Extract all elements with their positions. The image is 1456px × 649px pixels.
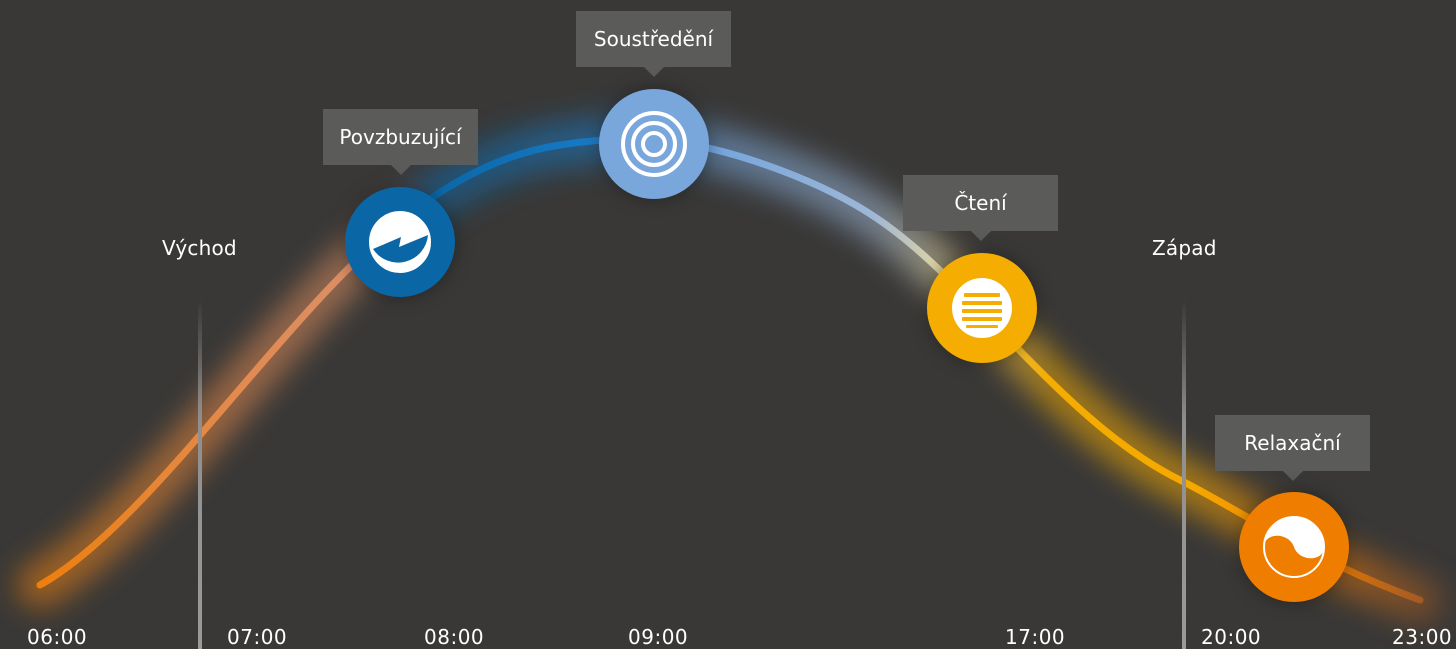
mode-button-relax[interactable] [1239,492,1349,602]
energize-icon [369,211,431,273]
read-icon [952,278,1012,338]
mode-label-concentrate: Soustředění [593,27,714,51]
mode-tooltip-relax: Relaxační [1215,415,1370,481]
mode-button-read[interactable] [927,253,1037,363]
time-label: 23:00 [1392,625,1453,649]
mode-tooltip-concentrate: Soustředění [576,11,731,77]
sunrise-label: Východ [162,236,237,260]
time-label: 07:00 [227,625,288,649]
mode-tooltip-read: Čtení [903,175,1058,241]
relax-icon [1263,516,1325,578]
time-label: 08:00 [424,625,485,649]
sunset-label: Západ [1152,236,1217,260]
mode-tooltip-energize: Povzbuzující [323,109,478,175]
mode-label-read: Čtení [954,191,1007,215]
time-label: 17:00 [1005,625,1066,649]
time-label: 09:00 [628,625,689,649]
concentrate-icon [621,111,687,177]
mode-label-relax: Relaxační [1244,431,1341,455]
mode-button-concentrate[interactable] [599,89,709,199]
mode-label-energize: Povzbuzující [339,125,462,149]
sunrise-line [198,300,202,649]
sunset-line [1182,300,1186,649]
time-label: 20:00 [1201,625,1262,649]
time-label: 06:00 [27,625,88,649]
mode-button-energize[interactable] [345,187,455,297]
